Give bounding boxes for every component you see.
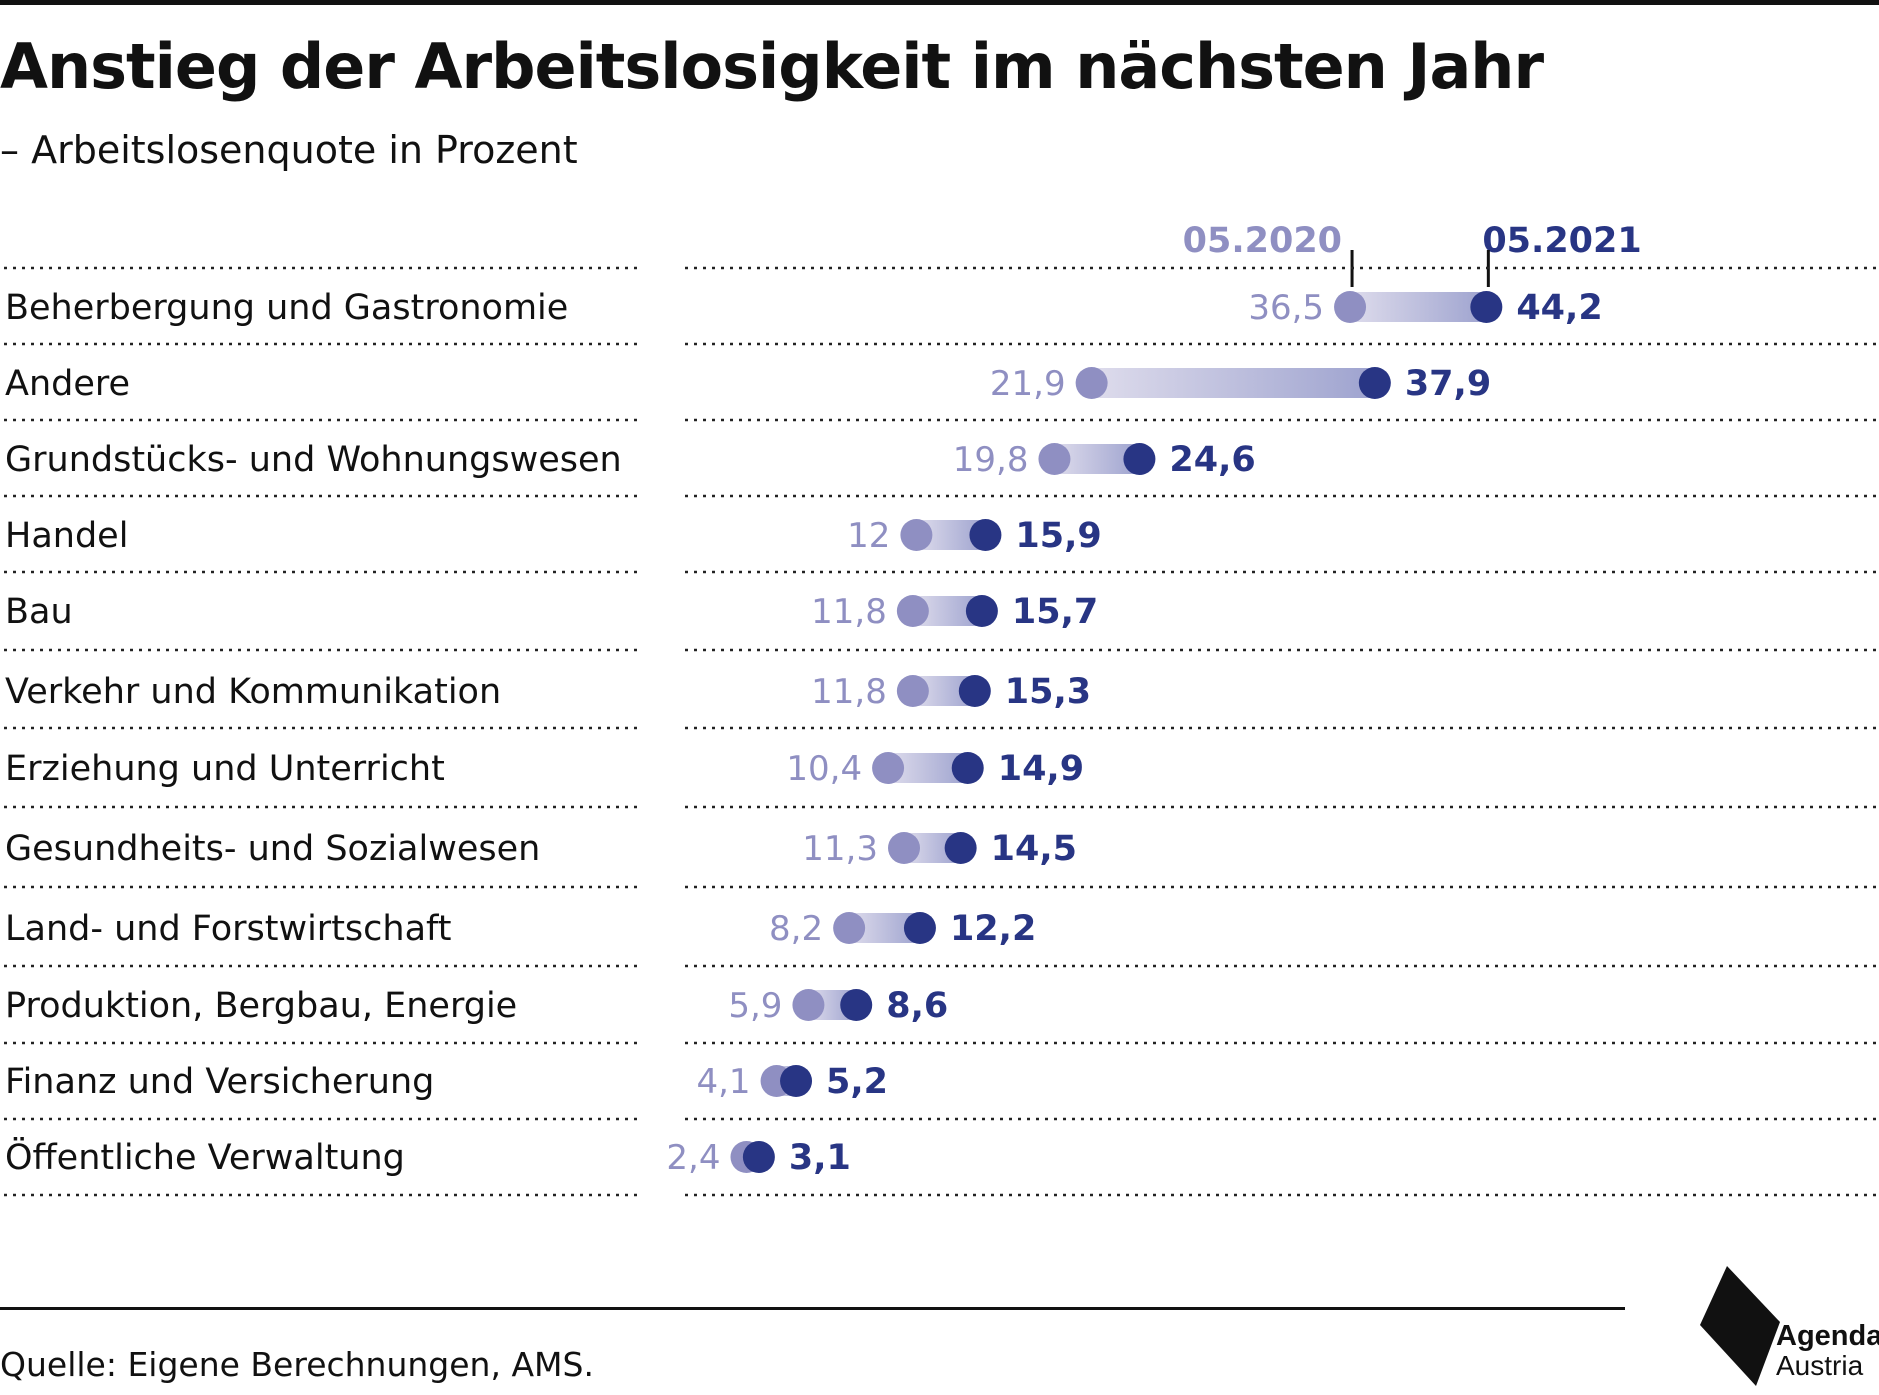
category-label: Land- und Forstwirtschaft (5, 909, 451, 949)
point-2021 (1470, 291, 1503, 323)
bottom-rule (0, 1307, 1625, 1310)
chart-title: Anstieg der Arbeitslosigkeit im nächsten… (0, 30, 1544, 103)
category-label: Andere (5, 364, 130, 404)
point-2020 (888, 832, 921, 864)
point-2021 (958, 675, 991, 707)
point-2021 (1358, 367, 1391, 399)
category-label: Bau (5, 592, 73, 632)
point-2021 (780, 1065, 813, 1097)
value-label-2021: 37,9 (1405, 364, 1491, 404)
point-2020 (792, 989, 825, 1021)
point-2021 (742, 1141, 775, 1173)
category-label: Grundstücks- und Wohnungswesen (5, 440, 622, 480)
value-label-2020: 10,4 (786, 749, 862, 789)
range-bar (1350, 292, 1487, 322)
category-label: Verkehr und Kommunikation (5, 672, 501, 712)
value-label-2020: 2,4 (666, 1138, 720, 1178)
value-label-2020: 11,8 (811, 672, 887, 712)
point-2020 (833, 912, 866, 944)
chart-rows: Beherbergung und Gastronomie 36,5 44,2 Ande… (4, 266, 1876, 1197)
value-label-2021: 15,7 (1012, 592, 1098, 632)
value-label-2020: 36,5 (1248, 288, 1324, 328)
value-label-2020: 19,8 (953, 440, 1029, 480)
value-label-2020: 4,1 (696, 1062, 750, 1102)
point-2020 (896, 595, 929, 627)
value-label-2021: 3,1 (789, 1138, 851, 1178)
value-label-2020: 11,3 (802, 829, 878, 869)
logo-text-line2: Austria (1776, 1349, 1864, 1381)
value-label-2020: 5,9 (728, 986, 782, 1026)
point-2020 (1334, 291, 1367, 323)
point-2020 (900, 519, 933, 551)
value-label-2021: 15,9 (1015, 516, 1101, 556)
point-2021 (1123, 443, 1156, 475)
category-label: Gesundheits- und Sozialwesen (5, 829, 540, 869)
point-2021 (951, 752, 984, 784)
legend-2021: 05.2021 (1482, 221, 1641, 261)
value-label-2021: 15,3 (1005, 672, 1091, 712)
value-label-2020: 12 (847, 516, 890, 556)
value-label-2020: 11,8 (811, 592, 887, 632)
category-label: Beherbergung und Gastronomie (5, 288, 568, 328)
legend-2020: 05.2020 (1183, 221, 1342, 261)
agenda-austria-logo: Agenda Austria (1700, 1262, 1879, 1387)
point-2020 (872, 752, 905, 784)
point-2021 (903, 912, 936, 944)
point-2021 (840, 989, 873, 1021)
value-label-2020: 21,9 (990, 364, 1066, 404)
value-label-2021: 14,5 (991, 829, 1077, 869)
value-label-2021: 44,2 (1516, 288, 1602, 328)
category-label: Handel (5, 516, 128, 556)
point-2021 (965, 595, 998, 627)
value-label-2020: 8,2 (769, 909, 823, 949)
point-2021 (969, 519, 1002, 551)
category-label: Öffentliche Verwaltung (5, 1136, 405, 1178)
top-rule (0, 0, 1879, 5)
point-2020 (1038, 443, 1071, 475)
range-bar (1091, 368, 1375, 398)
source-note: Quelle: Eigene Berechnungen, AMS. (0, 1345, 594, 1384)
chart-legend: 05.2020 05.2021 (1183, 221, 1642, 287)
chart-subtitle: – Arbeitslosenquote in Prozent (0, 128, 578, 172)
value-label-2021: 14,9 (998, 749, 1084, 789)
logo-mark-icon (1700, 1266, 1780, 1386)
logo-text-line1: Agenda (1776, 1320, 1879, 1352)
value-label-2021: 12,2 (950, 909, 1036, 949)
category-label: Produktion, Bergbau, Energie (5, 986, 517, 1026)
value-label-2021: 8,6 (886, 986, 948, 1026)
category-label: Finanz und Versicherung (5, 1062, 434, 1102)
point-2021 (944, 832, 977, 864)
category-label: Erziehung und Unterricht (5, 749, 445, 789)
point-2020 (896, 675, 929, 707)
value-label-2021: 24,6 (1169, 440, 1255, 480)
value-label-2021: 5,2 (826, 1062, 888, 1102)
point-2020 (1075, 367, 1108, 399)
